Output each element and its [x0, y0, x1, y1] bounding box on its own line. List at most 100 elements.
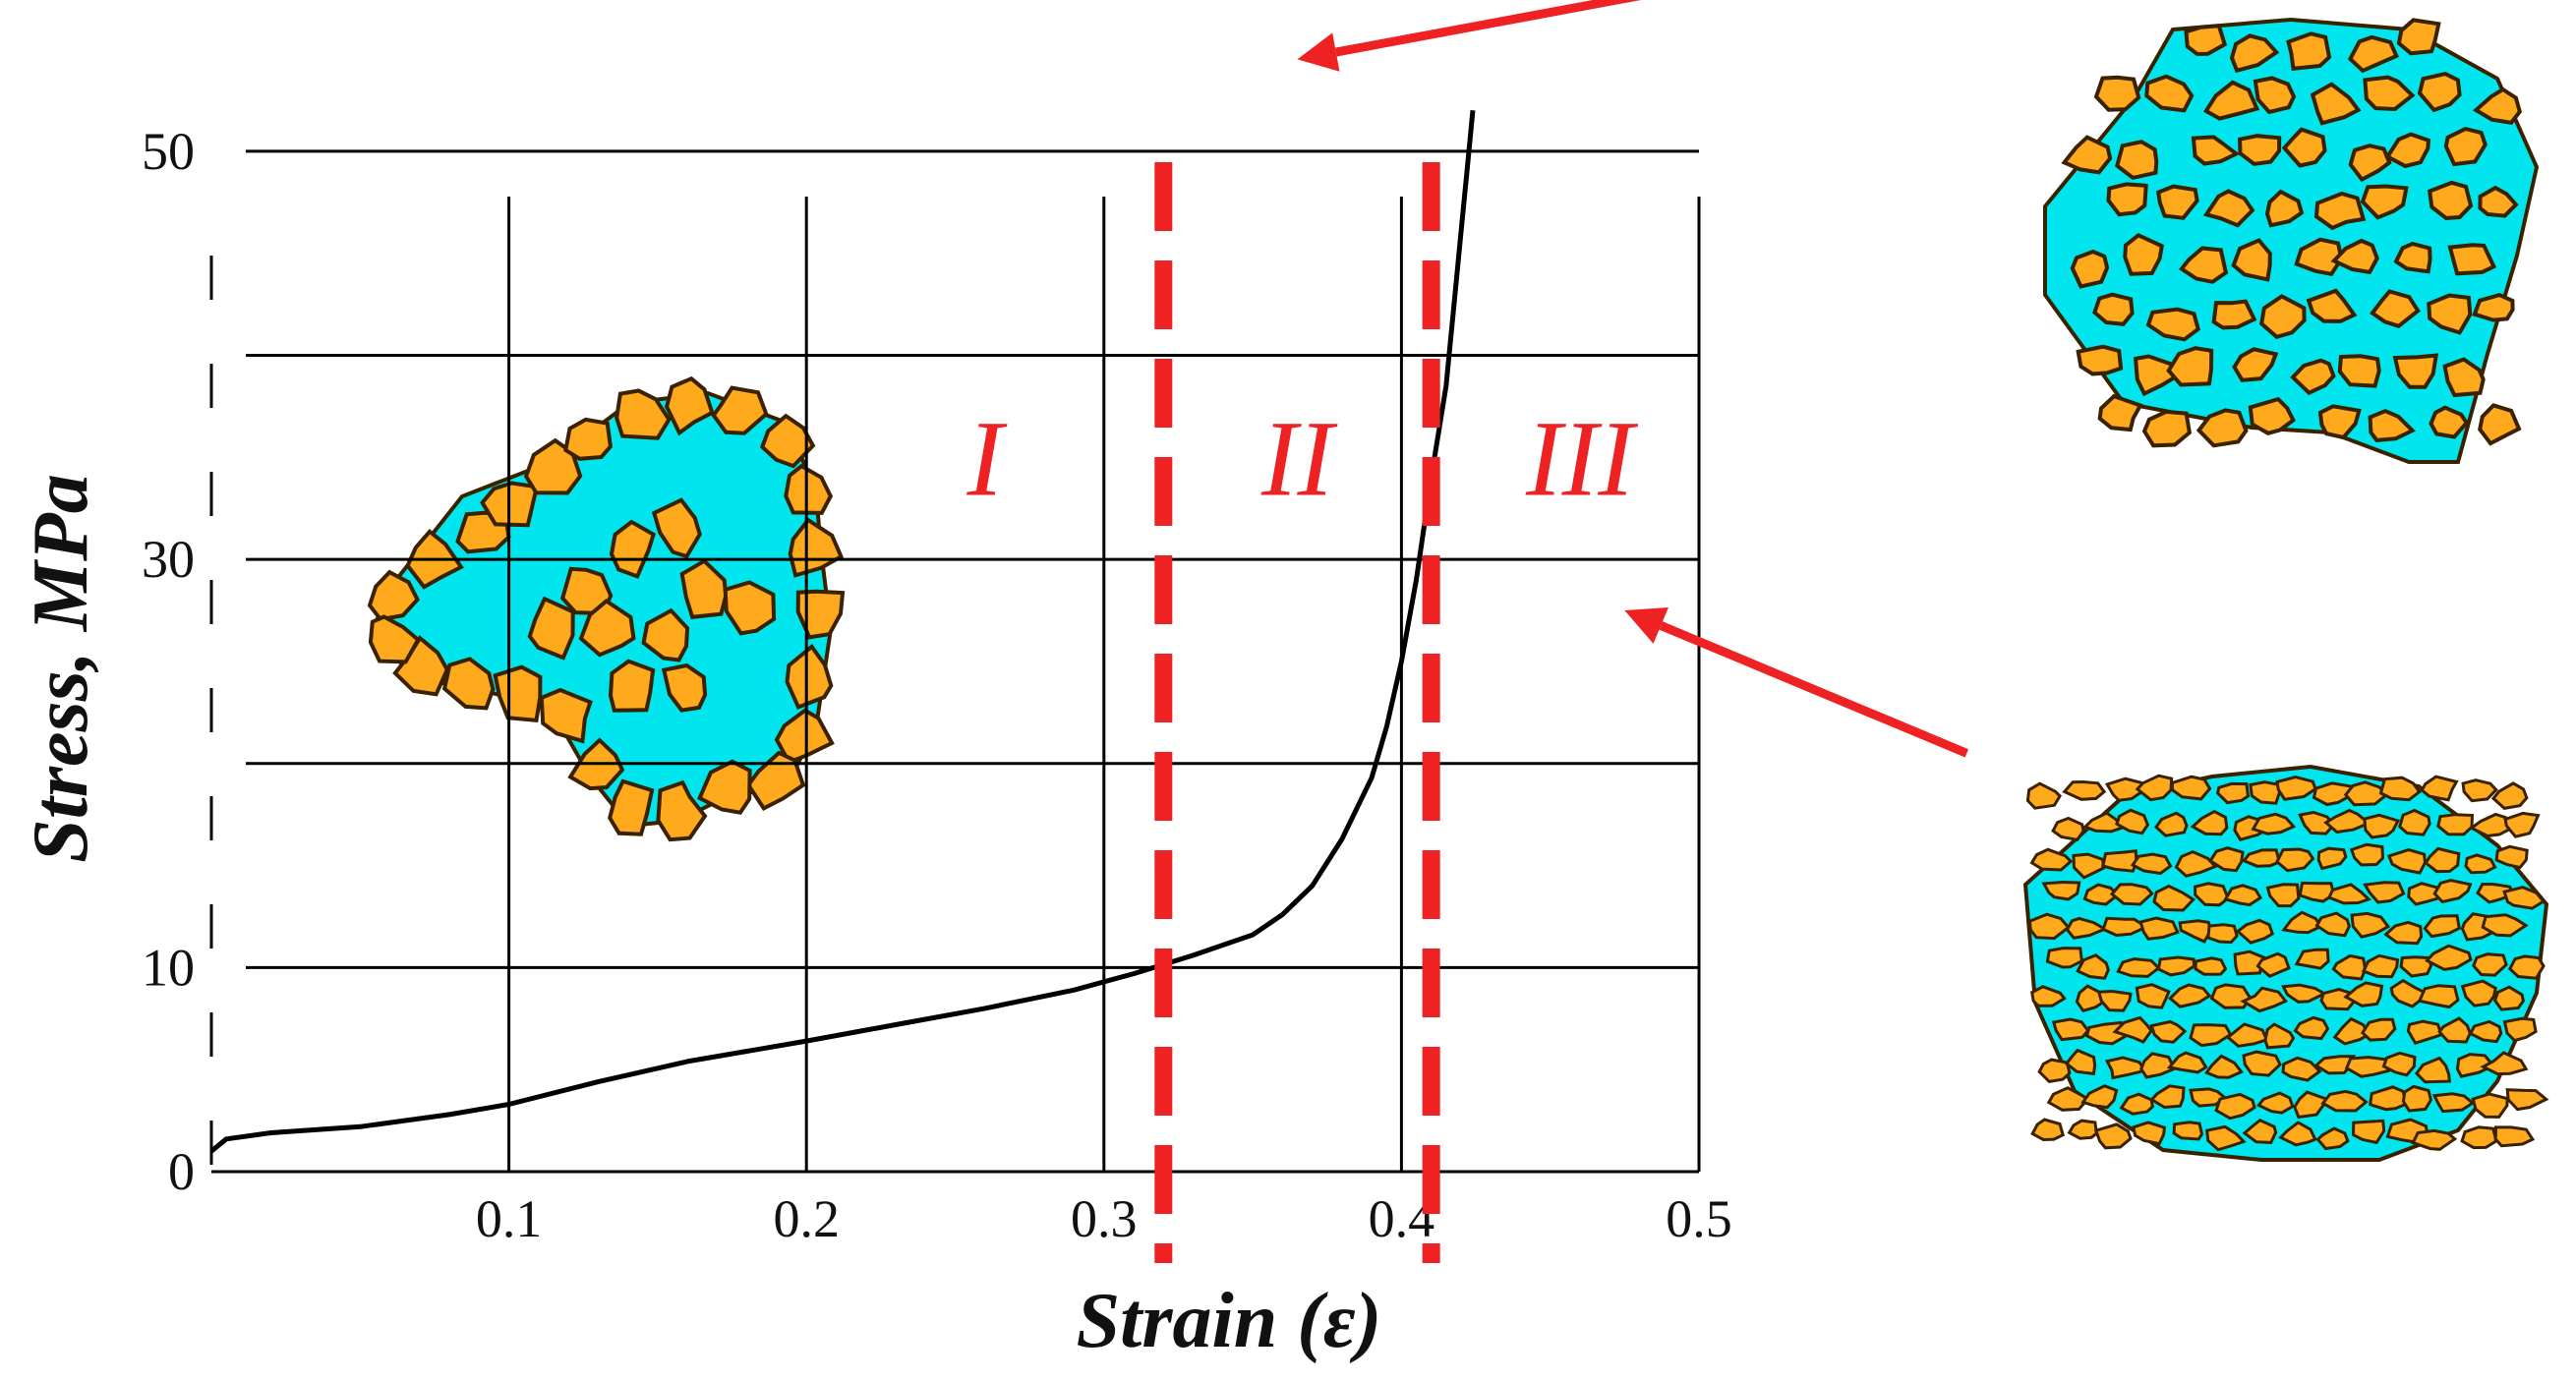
grain [2425, 944, 2473, 971]
grain [2093, 75, 2141, 112]
grain [609, 519, 656, 579]
grain [2205, 1124, 2247, 1152]
grain [2149, 1019, 2188, 1044]
grain [2286, 31, 2332, 71]
grain [2429, 405, 2470, 439]
grain [2225, 1022, 2269, 1048]
grain [2320, 1089, 2369, 1113]
grain [2312, 781, 2355, 807]
grain [2281, 910, 2324, 935]
grain [759, 413, 816, 469]
grain [2166, 346, 2214, 387]
grain [2263, 1022, 2296, 1050]
grain [2281, 983, 2328, 1004]
grain [2363, 813, 2401, 839]
grain [2494, 844, 2529, 870]
grain [2363, 881, 2406, 904]
grain [2315, 1126, 2350, 1151]
grain [2348, 144, 2392, 183]
grain [2255, 1091, 2295, 1115]
grain [2326, 883, 2371, 905]
grid-lines [246, 149, 1701, 1172]
grain [2472, 292, 2515, 322]
grain [2275, 776, 2317, 801]
grain [2240, 986, 2288, 1013]
grain [2350, 911, 2391, 939]
x-tick-label: 0.2 [773, 1189, 840, 1248]
arrow-to-zone-II-shaft [1334, 0, 1642, 57]
grain [2298, 881, 2336, 903]
grain [2130, 852, 2173, 876]
grain [2082, 811, 2126, 834]
grain [2152, 884, 2196, 912]
grain [2384, 132, 2431, 169]
grain [392, 635, 450, 697]
grain [2316, 846, 2348, 871]
grain [2436, 813, 2475, 836]
grain [697, 759, 752, 815]
grain [2503, 811, 2541, 838]
grain [608, 778, 655, 836]
zone-label: I [966, 398, 1007, 518]
y-tick-label: 50 [142, 122, 195, 181]
grain [2145, 307, 2200, 342]
grain [723, 580, 777, 636]
grain [2214, 1092, 2256, 1121]
y-axis-ticks: 0 10 30 50 [142, 122, 195, 1201]
grain [441, 657, 496, 711]
arrow-to-zone-III-shaft [1659, 621, 1969, 758]
grain [2431, 1092, 2476, 1114]
grain [2144, 74, 2195, 113]
grain [2331, 953, 2368, 981]
grain [2072, 852, 2106, 880]
arrow-to-zone-II-head [1297, 32, 1340, 72]
grain [2101, 849, 2138, 873]
grain [745, 750, 806, 812]
grain [2093, 1122, 2133, 1150]
arrow-to-zone-III-head [1624, 606, 1669, 644]
grain [2235, 918, 2275, 945]
grain [2460, 1125, 2498, 1150]
grain [2417, 71, 2462, 113]
grain [2294, 948, 2330, 970]
grain [2138, 916, 2180, 941]
grain [2223, 884, 2263, 907]
grain [795, 589, 846, 640]
grain [2242, 1118, 2278, 1144]
grain [2442, 357, 2486, 398]
grain [2030, 985, 2067, 1007]
grain [2189, 1087, 2227, 1108]
grain [2025, 781, 2062, 810]
grain [2392, 353, 2439, 389]
grain [2293, 1015, 2330, 1041]
grain [2492, 985, 2526, 1011]
grain [2478, 403, 2522, 446]
grain [2505, 1088, 2549, 1112]
grain [2155, 184, 2199, 220]
grain [2232, 347, 2279, 382]
grain [2178, 919, 2213, 944]
grain [2369, 1085, 2409, 1112]
grain [2461, 778, 2498, 803]
y-tick-label: 30 [142, 530, 195, 589]
grain [367, 569, 420, 622]
grain [2490, 781, 2529, 811]
grain [2238, 134, 2282, 166]
grain [2037, 1058, 2072, 1084]
grain [785, 643, 834, 710]
grain [2314, 911, 2351, 938]
grain [2046, 1086, 2090, 1112]
grain [2061, 135, 2113, 175]
grain [2480, 1051, 2529, 1076]
grain [2332, 1016, 2371, 1046]
grain [2399, 955, 2433, 978]
grain [2096, 989, 2133, 1012]
grain [2310, 82, 2362, 126]
grain [2242, 1050, 2282, 1077]
grain [2241, 848, 2282, 868]
grain [2174, 849, 2218, 878]
grain [2423, 914, 2461, 939]
grain [774, 708, 835, 765]
grain [2194, 956, 2228, 976]
